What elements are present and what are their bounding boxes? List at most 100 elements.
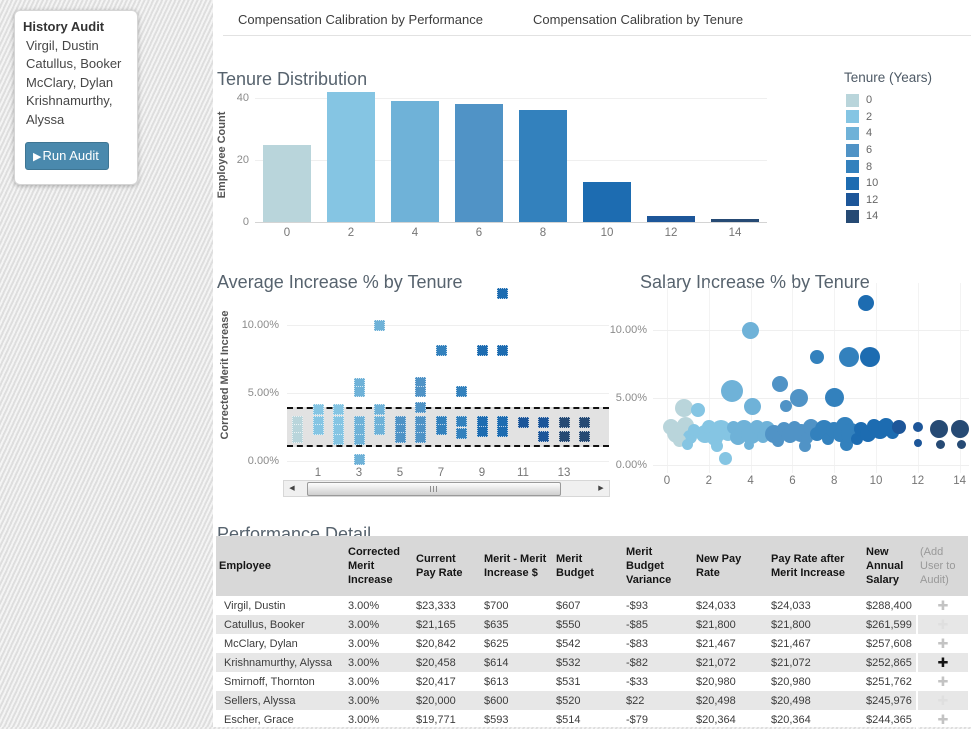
column-header[interactable]: Current Pay Rate bbox=[413, 536, 481, 596]
scrollbar-thumb[interactable] bbox=[307, 482, 561, 496]
add-user-cell[interactable]: ✚ bbox=[916, 596, 968, 615]
square-mark[interactable] bbox=[353, 433, 365, 445]
bubble-mark[interactable] bbox=[789, 388, 808, 407]
add-user-cell[interactable]: ✚ bbox=[916, 615, 968, 634]
add-user-plus-icon[interactable]: ✚ bbox=[937, 654, 949, 670]
bar-mark[interactable] bbox=[391, 101, 439, 222]
column-header[interactable]: New Pay Rate bbox=[693, 536, 768, 596]
bubble-mark[interactable] bbox=[674, 399, 693, 418]
column-header[interactable]: Pay Rate after Merit Increase bbox=[768, 536, 863, 596]
square-mark[interactable] bbox=[558, 431, 570, 443]
bubble-mark[interactable] bbox=[711, 440, 724, 453]
bubble-mark[interactable] bbox=[771, 434, 784, 447]
add-user-cell[interactable]: ✚ bbox=[916, 691, 968, 710]
square-mark[interactable] bbox=[558, 417, 570, 429]
table-row[interactable]: Escher, Grace 3.00% $19,771 $593 $514 -$79 $20… bbox=[216, 710, 968, 729]
square-mark[interactable] bbox=[312, 424, 324, 436]
bar-mark[interactable] bbox=[647, 215, 695, 222]
column-header[interactable]: Merit Budget bbox=[553, 536, 623, 596]
square-mark[interactable] bbox=[456, 386, 467, 398]
table-row[interactable]: McClary, Dylan 3.00% $20,842 $625 $542 -$83 $2… bbox=[216, 634, 968, 653]
legend-item[interactable]: 2 bbox=[846, 109, 878, 126]
bar-mark[interactable] bbox=[583, 181, 631, 222]
add-user-cell[interactable]: ✚ bbox=[916, 710, 968, 729]
square-mark[interactable] bbox=[435, 345, 447, 357]
bubble-mark[interactable] bbox=[744, 398, 762, 416]
square-mark[interactable] bbox=[353, 386, 365, 398]
scroll-left-arrow-icon[interactable]: ◀ bbox=[289, 485, 295, 492]
add-user-cell[interactable]: ✚ bbox=[916, 634, 968, 653]
square-mark[interactable] bbox=[579, 431, 590, 443]
bar-mark[interactable] bbox=[327, 91, 375, 222]
bubble-mark[interactable] bbox=[838, 347, 859, 367]
bar-mark[interactable] bbox=[455, 104, 503, 222]
bubble-mark[interactable] bbox=[771, 376, 788, 392]
add-user-plus-icon[interactable]: ✚ bbox=[937, 616, 949, 632]
square-mark[interactable] bbox=[476, 345, 488, 357]
tab-compensation-by-tenure[interactable]: Compensation Calibration by Tenure bbox=[533, 12, 744, 27]
tab-compensation-by-performance[interactable]: Compensation Calibration by Performance bbox=[238, 12, 483, 27]
square-mark[interactable] bbox=[415, 432, 426, 444]
bubble-mark[interactable] bbox=[936, 440, 946, 450]
bubble-mark[interactable] bbox=[810, 350, 825, 364]
column-header[interactable]: New Annual Salary bbox=[863, 536, 917, 596]
column-header[interactable]: Corrected Merit Increase bbox=[345, 536, 413, 596]
square-mark[interactable] bbox=[476, 425, 488, 437]
square-mark[interactable] bbox=[497, 345, 508, 357]
legend-item[interactable]: 0 bbox=[846, 92, 878, 109]
bubble-mark[interactable] bbox=[891, 420, 906, 435]
add-user-plus-icon[interactable]: ✚ bbox=[937, 635, 949, 651]
legend-item[interactable]: 6 bbox=[846, 142, 878, 159]
square-mark[interactable] bbox=[456, 416, 467, 428]
square-mark[interactable] bbox=[333, 403, 344, 415]
square-mark[interactable] bbox=[394, 432, 406, 444]
bubble-mark[interactable] bbox=[720, 379, 743, 402]
table-row[interactable]: Virgil, Dustin 3.00% $23,333 $700 $607 -$93 $2… bbox=[216, 596, 968, 615]
add-user-plus-icon[interactable]: ✚ bbox=[937, 692, 949, 708]
scroll-right-arrow-icon[interactable]: ▶ bbox=[598, 485, 604, 492]
square-mark[interactable] bbox=[374, 403, 385, 415]
bubble-mark[interactable] bbox=[950, 419, 969, 438]
bar-mark[interactable] bbox=[519, 110, 567, 222]
square-mark[interactable] bbox=[415, 402, 426, 414]
bubble-mark[interactable] bbox=[824, 388, 844, 407]
table-row[interactable]: Catullus, Booker 3.00% $21,165 $635 $550 -$85… bbox=[216, 615, 968, 634]
column-header[interactable]: Merit - Merit Increase $ bbox=[481, 536, 553, 596]
bubble-mark[interactable] bbox=[682, 439, 694, 451]
bubble-mark[interactable] bbox=[780, 399, 793, 412]
square-mark[interactable] bbox=[538, 417, 549, 429]
square-mark[interactable] bbox=[497, 425, 508, 437]
column-header[interactable]: Merit Budget Variance bbox=[623, 536, 693, 596]
legend-item[interactable]: 10 bbox=[846, 175, 878, 192]
bubble-mark[interactable] bbox=[929, 419, 948, 438]
bubble-mark[interactable] bbox=[857, 295, 874, 311]
run-audit-button[interactable]: ▶Run Audit bbox=[25, 142, 109, 171]
horizontal-scrollbar[interactable]: ◀ ▶ bbox=[283, 480, 610, 497]
bubble-mark[interactable] bbox=[719, 451, 733, 465]
column-header[interactable]: Employee bbox=[216, 536, 345, 596]
legend-item[interactable]: 8 bbox=[846, 158, 878, 175]
bubble-mark[interactable] bbox=[691, 402, 706, 417]
bar-mark[interactable] bbox=[263, 144, 311, 222]
bubble-mark[interactable] bbox=[743, 439, 754, 450]
legend-item[interactable]: 14 bbox=[846, 208, 878, 225]
add-user-plus-icon[interactable]: ✚ bbox=[937, 711, 949, 727]
square-mark[interactable] bbox=[415, 386, 426, 398]
add-user-plus-icon[interactable]: ✚ bbox=[937, 597, 949, 613]
bubble-mark[interactable] bbox=[859, 347, 880, 367]
square-mark[interactable] bbox=[374, 424, 385, 436]
bubble-mark[interactable] bbox=[913, 439, 922, 448]
table-row[interactable]: Krishnamurthy, Alyssa 3.00% $20,458 $614 $53… bbox=[216, 653, 968, 672]
bubble-mark[interactable] bbox=[912, 422, 923, 433]
square-mark[interactable] bbox=[312, 403, 324, 415]
square-mark[interactable] bbox=[538, 431, 549, 443]
square-mark[interactable] bbox=[435, 424, 447, 436]
add-user-cell[interactable]: ✚ bbox=[916, 653, 968, 672]
square-mark[interactable] bbox=[517, 417, 529, 429]
square-mark[interactable] bbox=[374, 319, 385, 331]
square-mark[interactable] bbox=[333, 433, 344, 445]
square-mark[interactable] bbox=[579, 417, 590, 429]
add-user-cell[interactable]: ✚ bbox=[916, 672, 968, 691]
bubble-mark[interactable] bbox=[957, 440, 967, 450]
square-mark[interactable] bbox=[497, 288, 508, 300]
